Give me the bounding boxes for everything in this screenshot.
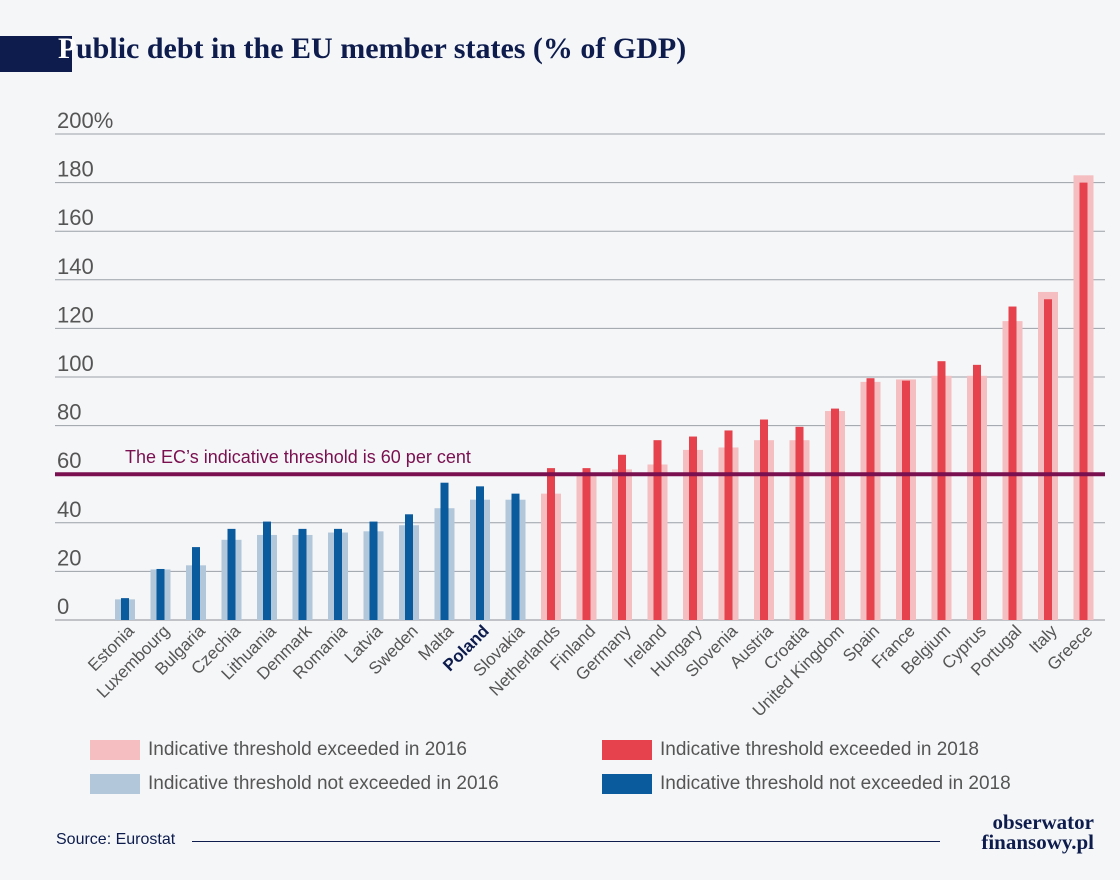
y-tick-label: 40 <box>57 497 81 522</box>
y-tick-label: 180 <box>57 157 94 182</box>
bar-2018 <box>547 468 555 620</box>
legend-swatch <box>602 740 652 760</box>
bar-2018 <box>973 364 981 620</box>
bar-2018 <box>440 482 449 620</box>
bar-2018 <box>937 361 946 620</box>
bar-2018 <box>1079 182 1088 620</box>
source-divider <box>192 841 940 842</box>
bar-chart: The EC’s indicative threshold is 60 per … <box>55 108 1105 720</box>
bar-2018 <box>866 378 875 620</box>
bar-2018 <box>405 514 413 620</box>
bar-2018 <box>1044 299 1052 620</box>
y-tick-label: 80 <box>57 400 81 425</box>
bar-2018 <box>582 468 591 620</box>
bar-2018 <box>369 521 378 620</box>
logo: obserwator finansowy.pl <box>981 810 1094 854</box>
y-tick-label: 140 <box>57 254 94 279</box>
y-tick-label: 60 <box>57 448 81 473</box>
legend-swatch <box>90 774 140 794</box>
bar-2018 <box>263 521 271 620</box>
legend-label: Indicative threshold exceeded in 2016 <box>148 739 468 760</box>
title-accent-bar <box>0 36 72 72</box>
legend-label: Indicative threshold not exceeded in 201… <box>660 773 1011 794</box>
page-title: ublic debt in the EU member states (% of… <box>76 32 687 65</box>
legend-label: Indicative threshold exceeded in 2018 <box>660 739 980 760</box>
y-tick-label: 160 <box>57 205 94 230</box>
threshold-label: The EC’s indicative threshold is 60 per … <box>125 447 471 467</box>
bar-2018 <box>724 430 733 620</box>
logo-line2: finansowy.pl <box>981 830 1094 854</box>
bar-2018 <box>476 486 484 620</box>
bar-2018 <box>334 528 342 620</box>
legend-swatch <box>90 740 140 760</box>
bar-2018 <box>298 528 307 620</box>
bar-2018 <box>795 426 804 620</box>
bar-2018 <box>121 598 129 620</box>
title-initial: P <box>58 32 77 65</box>
bar-2018 <box>618 454 626 620</box>
bar-2018 <box>831 408 839 620</box>
legend-label: Indicative threshold not exceeded in 201… <box>148 773 499 794</box>
bar-2018 <box>156 568 165 620</box>
bar-2018 <box>1008 306 1017 620</box>
bar-2018 <box>653 440 662 620</box>
y-tick-label: 120 <box>57 302 94 327</box>
legend-swatch <box>602 774 652 794</box>
source-note: Source: Eurostat <box>56 831 176 848</box>
bar-2018 <box>192 547 200 620</box>
bar-2018 <box>689 436 697 620</box>
logo-line1: obserwator <box>992 810 1094 834</box>
y-tick-label: 0 <box>57 594 69 619</box>
y-tick-label: 200% <box>57 108 113 133</box>
bar-2018 <box>902 380 910 620</box>
bar-2018 <box>511 493 520 620</box>
y-tick-label: 20 <box>57 545 81 570</box>
bar-2018 <box>760 419 768 620</box>
bar-2018 <box>227 528 236 620</box>
y-tick-label: 100 <box>57 351 94 376</box>
